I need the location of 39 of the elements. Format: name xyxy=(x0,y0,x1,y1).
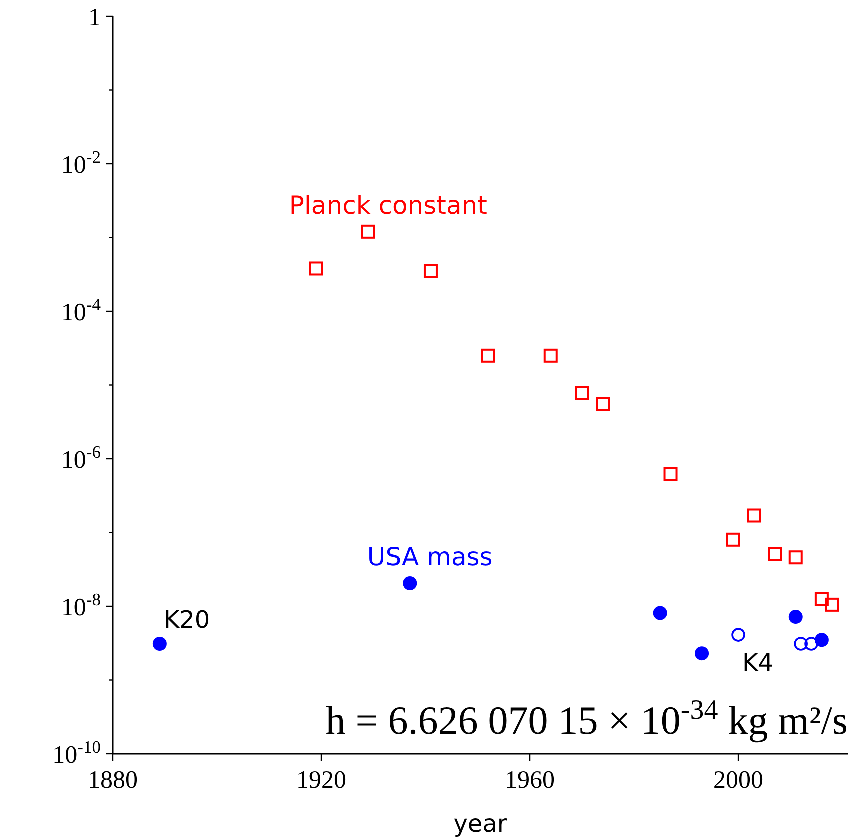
point xyxy=(804,637,818,651)
point xyxy=(481,348,496,363)
series-label: USA mass xyxy=(367,542,493,572)
point xyxy=(726,532,740,547)
series-label: Planck constant xyxy=(289,190,488,220)
point xyxy=(794,637,808,651)
point xyxy=(768,547,782,562)
y-tick-label: 10$^{-10}$ xyxy=(52,736,102,769)
annotation: h = 6.626 070 15 × 10$^{-34}$ kg m²/s xyxy=(326,694,848,743)
point xyxy=(653,606,668,620)
point xyxy=(814,633,829,648)
x-tick-label: 1920 xyxy=(296,767,347,794)
y-tick-label: 1 xyxy=(88,4,101,32)
point xyxy=(747,508,762,523)
x-tick-label: 2000 xyxy=(714,767,764,794)
point xyxy=(732,628,746,642)
annotation: K20 xyxy=(164,606,210,634)
y-tick-label: 10$^{-2}$ xyxy=(61,146,101,179)
x-tick-label: 1880 xyxy=(88,767,138,794)
point xyxy=(361,224,376,239)
point xyxy=(788,610,803,624)
point xyxy=(788,550,803,565)
x-axis-title: year xyxy=(454,810,508,838)
point xyxy=(152,637,167,652)
point xyxy=(664,467,678,482)
y-tick-label: 10$^{-8}$ xyxy=(61,589,102,622)
point xyxy=(424,264,438,278)
point xyxy=(814,592,829,606)
y-tick-label: 10$^{-6}$ xyxy=(61,442,102,474)
point xyxy=(403,576,418,591)
y-tick-label: 10$^{-4}$ xyxy=(61,294,102,326)
annotation: K4 xyxy=(742,649,774,678)
point xyxy=(544,348,558,363)
point xyxy=(695,646,710,661)
x-tick-label: 1960 xyxy=(505,767,556,794)
point xyxy=(309,262,324,276)
point xyxy=(575,386,590,400)
point xyxy=(825,598,840,612)
point xyxy=(596,397,610,412)
